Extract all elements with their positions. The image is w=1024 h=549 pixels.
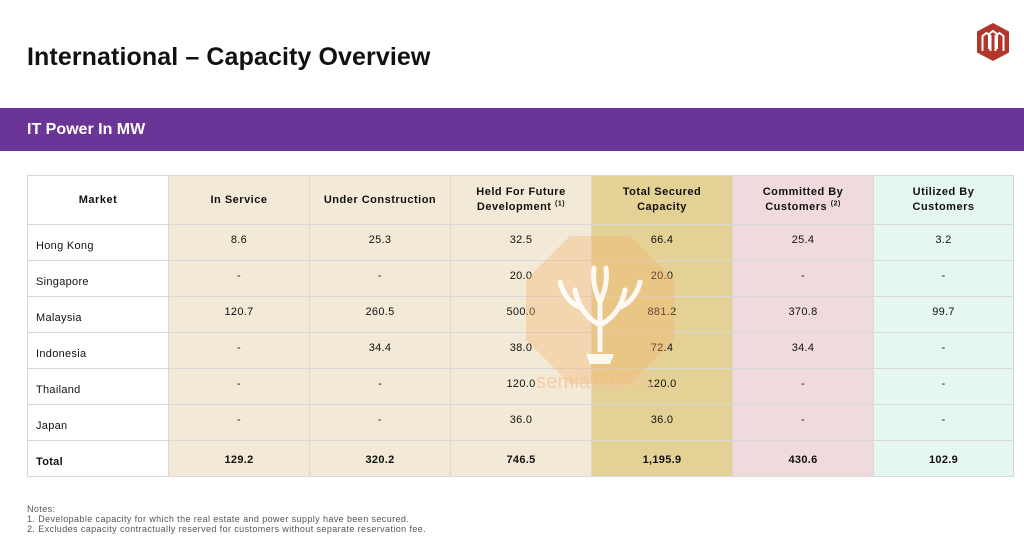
cell-under-construction: 25.3 (309, 224, 451, 261)
footnotes: Notes: 1. Developable capacity for which… (27, 504, 426, 534)
header-in-service: In Service (168, 175, 310, 225)
cell-utilized: - (873, 260, 1014, 297)
header-held-for-future-development: Held For Future Development (1) (450, 175, 592, 225)
cell-held-for-future: 120.0 (450, 368, 592, 405)
table-row-japan: Japan - - 36.0 36.0 - - (27, 404, 1014, 441)
cell-total-secured: 881.2 (591, 296, 733, 333)
cell-in-service: 8.6 (168, 224, 310, 261)
cell-utilized: - (873, 404, 1014, 441)
company-logo-icon (977, 23, 1009, 61)
cell-held-for-future-total: 746.5 (450, 440, 592, 477)
section-title: IT Power In MW (27, 121, 146, 138)
cell-total-secured: 66.4 (591, 224, 733, 261)
cell-in-service: 120.7 (168, 296, 310, 333)
table-row-malaysia: Malaysia 120.7 260.5 500.0 881.2 370.8 9… (27, 296, 1014, 333)
cell-committed: 25.4 (732, 224, 874, 261)
table-row-singapore: Singapore - - 20.0 20.0 - - (27, 260, 1014, 297)
header-utilized-by-customers: Utilized By Customers (873, 175, 1014, 225)
cell-committed-total: 430.6 (732, 440, 874, 477)
table-row-total: Total 129.2 320.2 746.5 1,195.9 430.6 10… (27, 440, 1014, 477)
footnote-marker-1: (1) (555, 200, 566, 208)
cell-under-construction: - (309, 404, 451, 441)
table-header-row: Market In Service Under Construction Hel… (27, 175, 1014, 225)
notes-heading: Notes: (27, 504, 56, 514)
cell-market: Thailand (27, 368, 169, 405)
table-row-hong-kong: Hong Kong 8.6 25.3 32.5 66.4 25.4 3.2 (27, 224, 1014, 261)
cell-total-secured: 120.0 (591, 368, 733, 405)
capacity-table: Market In Service Under Construction Hel… (27, 175, 1014, 477)
section-header-band: IT Power In MW (0, 108, 1024, 151)
cell-held-for-future: 38.0 (450, 332, 592, 369)
cell-under-construction: - (309, 260, 451, 297)
cell-total-secured-total: 1,195.9 (591, 440, 733, 477)
header-total-secured-capacity: Total Secured Capacity (591, 175, 733, 225)
cell-market-total: Total (27, 440, 169, 477)
cell-utilized: - (873, 368, 1014, 405)
cell-under-construction: - (309, 368, 451, 405)
cell-under-construction: 34.4 (309, 332, 451, 369)
cell-market: Hong Kong (27, 224, 169, 261)
cell-committed: - (732, 368, 874, 405)
cell-total-secured: 36.0 (591, 404, 733, 441)
cell-in-service-total: 129.2 (168, 440, 310, 477)
cell-under-construction: 260.5 (309, 296, 451, 333)
cell-total-secured: 20.0 (591, 260, 733, 297)
cell-in-service: - (168, 332, 310, 369)
cell-held-for-future: 32.5 (450, 224, 592, 261)
cell-market: Malaysia (27, 296, 169, 333)
cell-total-secured: 72.4 (591, 332, 733, 369)
header-committed-by-customers: Committed By Customers (2) (732, 175, 874, 225)
cell-utilized: 99.7 (873, 296, 1014, 333)
cell-market: Japan (27, 404, 169, 441)
cell-held-for-future: 500.0 (450, 296, 592, 333)
cell-utilized: - (873, 332, 1014, 369)
table-row-thailand: Thailand - - 120.0 120.0 - - (27, 368, 1014, 405)
cell-utilized-total: 102.9 (873, 440, 1014, 477)
footnote-marker-2: (2) (830, 200, 841, 208)
header-under-construction: Under Construction (309, 175, 451, 225)
header-market: Market (27, 175, 169, 225)
cell-committed: 370.8 (732, 296, 874, 333)
cell-utilized: 3.2 (873, 224, 1014, 261)
page-title: International – Capacity Overview (27, 43, 431, 71)
cell-under-construction-total: 320.2 (309, 440, 451, 477)
note-item-2: 2. Excludes capacity contractually reser… (27, 524, 427, 534)
cell-market: Indonesia (27, 332, 169, 369)
cell-held-for-future: 20.0 (450, 260, 592, 297)
cell-market: Singapore (27, 260, 169, 297)
cell-in-service: - (168, 368, 310, 405)
cell-in-service: - (168, 260, 310, 297)
table-row-indonesia: Indonesia - 34.4 38.0 72.4 34.4 - (27, 332, 1014, 369)
note-item-1: 1. Developable capacity for which the re… (27, 514, 410, 524)
cell-committed: - (732, 260, 874, 297)
cell-held-for-future: 36.0 (450, 404, 592, 441)
cell-committed: - (732, 404, 874, 441)
cell-in-service: - (168, 404, 310, 441)
cell-committed: 34.4 (732, 332, 874, 369)
